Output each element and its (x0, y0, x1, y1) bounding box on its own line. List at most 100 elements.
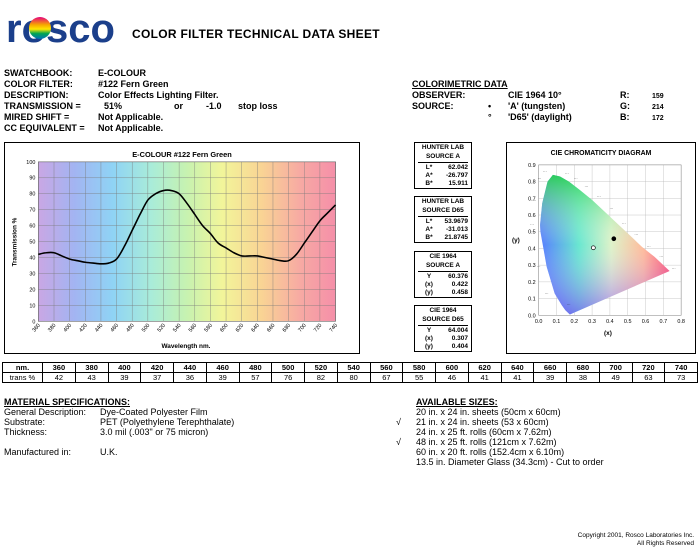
box-title: HUNTER LAB (421, 144, 465, 151)
box-row: (y) 0.458 (425, 289, 468, 296)
available-sizes: AVAILABLE SIZES: 20 in. x 24 in. sheets … (396, 397, 696, 472)
nm-cell: 540 (336, 362, 371, 373)
size-text: 60 in. x 20 ft. rolls (152.4cm x 6.10m) (416, 447, 565, 457)
source-d-bullet: ° (488, 112, 492, 122)
x-tick-label: 720 (313, 323, 323, 334)
info-label-description: DESCRIPTION: (4, 90, 69, 100)
y-tick-label: 30 (29, 271, 35, 277)
transmission-curve (38, 189, 337, 265)
x-tick-label: 540 (172, 323, 182, 334)
y-tick-label: 80 (29, 192, 35, 198)
observer-label: OBSERVER: (412, 90, 466, 100)
rosco-logo: rosco (6, 7, 115, 50)
box-row: (y) 0.404 (425, 343, 468, 350)
cie-y-tick: 0.0 (528, 313, 536, 319)
cie-x-tick: 0.7 (660, 319, 668, 325)
size-item: √ 48 in. x 25 ft. rolls (121cm x 7.62m) (396, 437, 696, 447)
box-row: B* 21.8745 (425, 234, 468, 241)
g-value: 214 (652, 104, 664, 111)
cie-plot-frame (538, 164, 682, 316)
cie-y-tick: 0.8 (528, 180, 536, 186)
size-check: √ (396, 417, 401, 427)
wavelength-mark: ··· (545, 292, 549, 296)
cie-y-tick: 0.3 (528, 263, 536, 269)
nm-cell: 700 (598, 362, 633, 373)
cie-a-box: CIE 1964 SOURCE A Y 60.376 (x) 0.422 (y) 0.… (414, 251, 472, 298)
box-title: CIE 1964 (429, 307, 457, 314)
cie-y-tick: 0.7 (528, 196, 536, 202)
x-tick-label: 580 (203, 323, 213, 334)
manufactured-label: Manufactured in: (4, 447, 72, 457)
size-check (396, 447, 416, 457)
cie-x-tick: 0.3 (588, 319, 596, 325)
trans-cell: 73 (664, 372, 698, 383)
size-item: 60 in. x 20 ft. rolls (152.4cm x 6.10m) (396, 447, 696, 457)
x-tick-labels: 360 380 400 420 440 460 480 500 520 540 560 580 600 6… (31, 323, 339, 334)
filter-info: SWATCHBOOK: E-COLOUR COLOR FILTER: #122 … (4, 68, 424, 138)
cie-chart-title: CIE CHROMATICITY DIAGRAM (551, 150, 652, 157)
nm-cell: 620 (467, 362, 502, 373)
b-value: 172 (652, 115, 664, 122)
page-title: COLOR FILTER TECHNICAL DATA SHEET (132, 27, 380, 41)
cie-point (611, 236, 617, 242)
size-text: 21 in. x 24 in. sheets (53 x 60cm) (416, 417, 549, 427)
wavelength-mark: ··· (537, 265, 541, 269)
cie-y-tick: 0.5 (528, 230, 536, 236)
nm-row-label: nm. (2, 362, 43, 373)
cie-d65-box: CIE 1964 SOURCE D65 Y 64.004 (x) 0.307 (y)… (414, 305, 472, 352)
trans-cell: 36 (173, 372, 207, 383)
wavelength-mark: ··· (672, 266, 676, 270)
source-label: SOURCE: (412, 101, 454, 111)
cie-points (591, 236, 617, 251)
wavelength-mark: ··· (532, 198, 536, 202)
nm-cell: 360 (42, 362, 76, 373)
y-tick-label: 40 (29, 255, 35, 261)
logo-rainbow-o (29, 17, 51, 39)
box-row: (x) 0.307 (425, 335, 468, 342)
brand-text: rosco (6, 7, 115, 50)
nm-cell: 640 (500, 362, 535, 373)
nm-cell: 480 (238, 362, 273, 373)
nm-cell: 740 (664, 362, 698, 373)
manufactured-value: U.K. (100, 447, 118, 457)
x-tick-label: 700 (297, 323, 307, 334)
size-check: √ (396, 437, 401, 447)
material-label: Thickness: (4, 427, 48, 437)
box-subtitle: SOURCE A (425, 262, 461, 269)
nm-cell: 420 (140, 362, 174, 373)
y-tick-label: 10 (29, 303, 35, 309)
wavelength-mark: ··· (647, 245, 651, 249)
y-tick-label: 20 (29, 287, 35, 293)
trans-cell: 67 (369, 372, 404, 383)
info-stop-loss: stop loss (238, 101, 278, 111)
material-value: Dye-Coated Polyester Film (100, 407, 208, 417)
info-label-filter: COLOR FILTER: (4, 79, 73, 89)
nm-cell: 460 (205, 362, 240, 373)
nm-cell: 680 (566, 362, 600, 373)
wavelength-marks: ························ ················… (530, 170, 675, 307)
box-row: Y 64.004 (426, 327, 468, 334)
material-value: 3.0 mil (.003" or 75 micron) (100, 427, 209, 437)
nm-cell: 600 (435, 362, 469, 373)
info-label-swatchbook: SWATCHBOOK: (4, 68, 73, 78)
trans-cell: 39 (107, 372, 142, 383)
cie-point (591, 245, 596, 251)
b-label: B: (620, 112, 630, 122)
size-check (396, 457, 416, 467)
colorimetric-heading: COLORIMETRIC DATA (412, 79, 508, 89)
y-tick-label: 50 (29, 240, 35, 246)
trans-cell: 46 (435, 372, 469, 383)
nm-cell: 660 (533, 362, 567, 373)
info-value-swatchbook: E-COLOUR (98, 68, 146, 78)
trans-cell: 57 (238, 372, 273, 383)
nm-cell: 520 (304, 362, 338, 373)
nm-cell: 400 (107, 362, 142, 373)
size-check (396, 407, 416, 417)
x-tick-label: 480 (125, 323, 135, 334)
material-heading: MATERIAL SPECIFICATIONS: (4, 397, 130, 407)
cie-x-label: (x) (604, 330, 612, 337)
x-tick-label: 660 (266, 323, 276, 334)
size-item: 24 in. x 25 ft. rolls (60cm x 7.62m) (396, 427, 696, 437)
size-item: 13.5 in. Diameter Glass (34.3cm) - Cut t… (396, 457, 696, 467)
chart-grid (38, 161, 336, 322)
